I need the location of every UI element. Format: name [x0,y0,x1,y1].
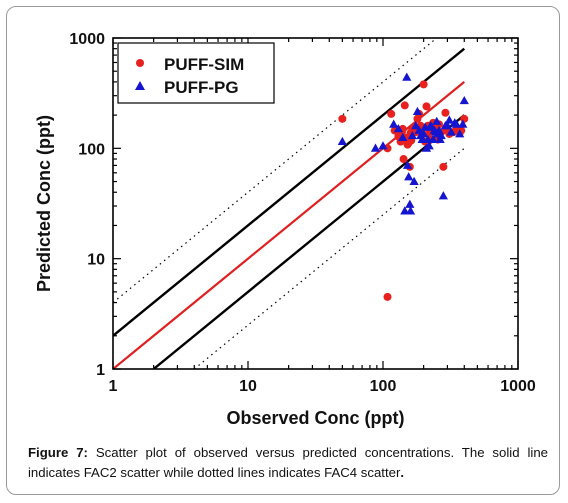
point-puff-sim [400,101,409,110]
y-axis-label: Predicted Conc (ppt) [34,115,54,292]
y-tick-label: 1 [96,362,105,379]
legend-marker-puff-sim [136,59,144,67]
point-puff-pg [402,160,413,169]
reference-lines [113,38,466,369]
point-puff-pg [378,141,388,150]
legend-label-puff-sim: PUFF-SIM [164,55,244,74]
point-puff-sim [383,292,392,301]
caption-end: . [400,465,405,480]
point-puff-pg [402,72,412,81]
point-puff-pg [414,125,424,134]
one-to-one-line [113,81,465,369]
point-puff-pg [442,121,453,130]
point-puff-pg [407,130,417,140]
point-puff-sim [399,155,408,164]
x-tick-label: 1 [109,378,118,395]
point-puff-pg [337,136,347,146]
x-tick-label: 10 [239,378,257,395]
data-points [337,72,469,301]
point-puff-pg [405,199,415,208]
point-puff-pg [432,116,442,125]
point-puff-sim [338,114,347,123]
y-tick-label: 10 [87,252,105,269]
figure-caption: Figure 7: Scatter plot of observed versu… [28,443,548,483]
point-puff-pg [404,172,414,181]
caption-label: Figure 7: [28,445,88,460]
point-puff-pg [444,115,454,124]
figure-frame [6,6,560,495]
legend-label-puff-pg: PUFF-PG [164,78,239,97]
tick-labels: 1 10 100 1000 1 10 100 1000 [69,31,535,395]
point-puff-sim [419,80,428,89]
legend-marker-puff-pg [135,81,145,90]
fac4-upper-line [113,38,438,304]
point-puff-pg [419,129,429,138]
point-puff-sim [422,102,431,111]
x-tick-label: 1000 [500,378,536,395]
scatter-chart: 1 10 100 1000 1 10 100 1000 Observed Conc (ppt)… [34,31,536,428]
point-puff-pg [436,130,446,140]
point-puff-pg [389,119,399,128]
axis-ticks [112,37,519,370]
point-puff-sim [460,114,469,123]
x-tick-label: 100 [370,378,397,395]
point-puff-pg [393,124,403,133]
point-puff-pg [412,106,423,116]
point-puff-pg [451,119,462,128]
y-tick-label: 1000 [69,31,105,48]
legend: PUFF-SIM PUFF-PG [117,42,275,104]
point-puff-pg [446,127,456,136]
point-puff-pg [438,191,448,200]
legend-box [117,42,275,104]
point-puff-pg [405,206,416,215]
point-puff-sim [439,162,448,171]
plot-area-border [112,37,519,370]
point-puff-sim [441,108,450,117]
point-puff-pg [411,121,421,130]
x-axis-label: Observed Conc (ppt) [226,408,404,428]
point-puff-sim [387,109,396,118]
point-puff-pg [400,206,410,215]
point-puff-pg [455,129,465,138]
caption-text: Scatter plot of observed versus predicte… [28,445,548,480]
fac4-lower-line [193,147,465,369]
fac2-upper-line [113,47,466,337]
point-puff-pg [370,143,381,152]
point-puff-pg [458,119,468,128]
point-puff-pg [409,176,419,185]
point-puff-pg [424,141,434,150]
fac2-lower-line [152,114,466,369]
point-puff-pg [398,132,408,142]
point-puff-pg [428,134,438,143]
point-puff-pg [459,95,469,105]
y-tick-label: 100 [78,141,105,158]
